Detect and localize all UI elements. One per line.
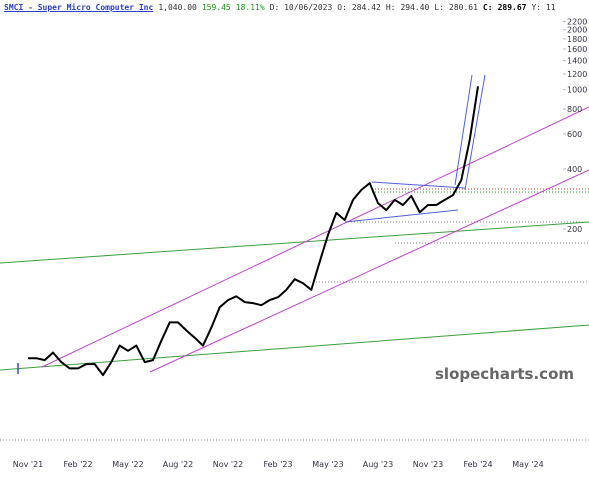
x-tick-label: Feb '22 (63, 460, 92, 469)
triangle-line (371, 181, 466, 189)
last-price: 1,040.00 (158, 3, 197, 12)
open: 284.42 (351, 3, 381, 12)
header: SMCI - Super Micro Computer Inc 1,040.00 1… (4, 3, 589, 12)
x-tick-label: Nov '23 (413, 460, 444, 469)
change-pct: 18.11% (235, 3, 265, 12)
y-tick-label: 1200 (567, 70, 587, 79)
y-tick-label: 2200 (567, 17, 587, 26)
drawings (0, 74, 589, 441)
open-label: O: (337, 3, 347, 12)
low-label: L: (434, 3, 445, 12)
y-label: Y: 11 (531, 3, 556, 12)
x-tick-label: May '23 (312, 460, 343, 469)
trend-line (0, 221, 589, 264)
symbol: SMCI - Super Micro Computer Inc (4, 3, 154, 12)
x-tick-label: Aug '23 (363, 460, 394, 469)
y-tick-label: 200 (567, 225, 582, 234)
breakout-line (464, 74, 486, 191)
breakout-line (454, 74, 473, 186)
x-tick-label: Feb '23 (263, 460, 292, 469)
y-tick-label: 800 (567, 105, 582, 114)
price-line (28, 86, 479, 377)
y-tick-label: 1400 (567, 57, 587, 66)
channel-line (41, 106, 589, 368)
date: D: 10/06/2023 (269, 3, 333, 12)
trend-line (0, 324, 589, 371)
y-tick-label: 400 (567, 165, 582, 174)
x-tick-label: Nov '21 (13, 460, 44, 469)
x-tick-label: May '22 (112, 460, 143, 469)
close-label: C: (482, 3, 493, 12)
watermark: slopecharts.com (435, 365, 574, 383)
y-tick-label: 600 (567, 130, 582, 139)
high: 294.40 (400, 3, 430, 12)
low: 280.61 (449, 3, 478, 12)
x-tick-label: Aug '22 (163, 460, 194, 469)
x-tick-label: May '24 (512, 460, 543, 469)
x-tick-label: Nov '22 (213, 460, 244, 469)
y-tick-label: 2000 (567, 26, 587, 35)
close: 289.67 (497, 3, 527, 12)
y-tick-label: 1000 (567, 86, 587, 95)
change: 159.45 (201, 3, 231, 12)
y-tick-label: 1800 (567, 35, 587, 44)
triangle-line (344, 209, 459, 223)
high-label: H: (385, 3, 396, 12)
channel-line (149, 169, 589, 373)
y-tick-label: 1600 (567, 45, 587, 54)
x-tick-label: Feb '24 (463, 460, 492, 469)
